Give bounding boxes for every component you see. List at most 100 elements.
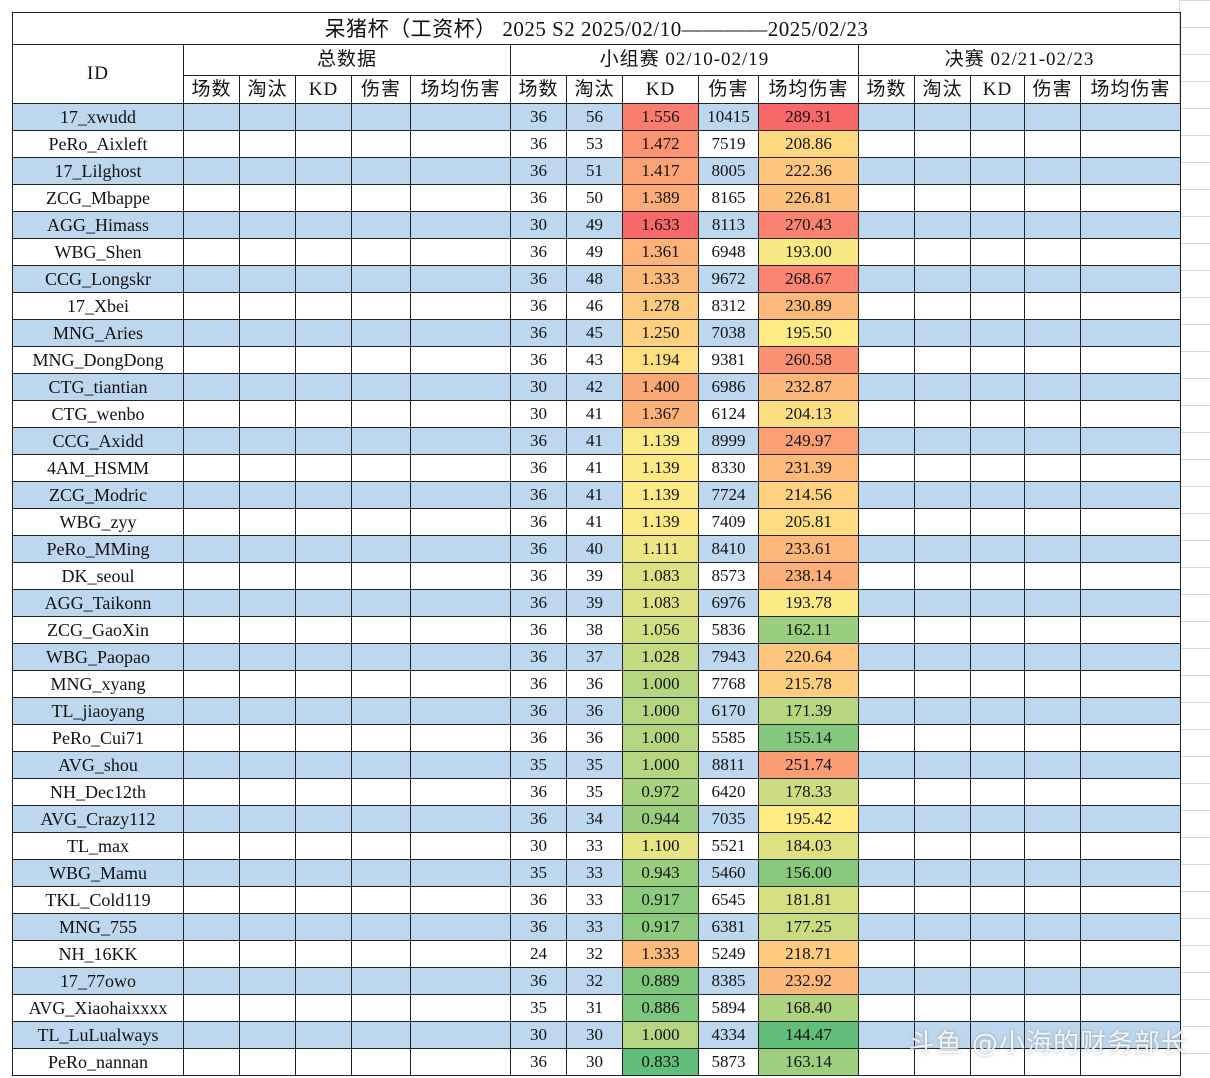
- finals-cell-empty: [970, 697, 1025, 725]
- group-stage-avg-cell: 238.14: [758, 562, 859, 590]
- total-cell-empty: [239, 373, 296, 401]
- finals-cell-empty: [858, 1021, 915, 1049]
- total-cell-empty: [351, 643, 411, 671]
- total-cell-empty: [295, 184, 352, 212]
- player-id-cell: MNG_xyang: [12, 670, 184, 698]
- total-cell-empty: [239, 643, 296, 671]
- group-stage-elims-cell: 51: [566, 157, 623, 185]
- total-cell-empty: [239, 778, 296, 806]
- group-stage-dmg-cell: 8410: [698, 535, 759, 563]
- finals-cell-empty: [1079, 886, 1182, 914]
- finals-cell-empty: [970, 967, 1025, 995]
- group-stage-elims-cell: 50: [566, 184, 623, 212]
- total-cell-empty: [351, 481, 411, 509]
- finals-cell-empty: [970, 616, 1025, 644]
- group-stage-kd-cell: 1.417: [622, 157, 699, 185]
- finals-cell-empty: [914, 373, 971, 401]
- group-stage-kd-cell: 0.917: [622, 913, 699, 941]
- total-cell-empty: [183, 751, 240, 779]
- total-cell-empty: [295, 1048, 352, 1076]
- total-cell-empty: [183, 697, 240, 725]
- finals-cell-empty: [1079, 400, 1182, 428]
- group-stage-elims-cell: 41: [566, 481, 623, 509]
- group-stage-avg-cell: 195.50: [758, 319, 859, 347]
- finals-cell-empty: [970, 292, 1025, 320]
- total-cell-empty: [295, 913, 352, 941]
- player-id-cell: CTG_wenbo: [12, 400, 184, 428]
- group-stage-games-cell: 36: [510, 265, 567, 293]
- total-cell-empty: [183, 967, 240, 995]
- total-cell-empty: [410, 319, 511, 347]
- player-id-cell: WBG_zyy: [12, 508, 184, 536]
- group-stage-kd-cell: 1.000: [622, 751, 699, 779]
- finals-cell-empty: [858, 319, 915, 347]
- group-stage-games-cell: 36: [510, 481, 567, 509]
- group-stage-avg-cell: 193.00: [758, 238, 859, 266]
- finals-cell-empty: [1024, 1021, 1081, 1049]
- finals-cell-empty: [970, 994, 1025, 1022]
- finals-cell-empty: [1079, 373, 1182, 401]
- player-id-cell: MNG_Aries: [12, 319, 184, 347]
- group-stage-avg-cell: 193.78: [758, 589, 859, 617]
- table-row: PeRo_Cui71 36 36 1.000 5585 155.14: [12, 724, 1182, 752]
- group-stage-games-cell: 36: [510, 130, 567, 158]
- total-cell-empty: [351, 130, 411, 158]
- group-stage-kd-cell: 1.361: [622, 238, 699, 266]
- finals-cell-empty: [914, 535, 971, 563]
- group-stage-dmg-cell: 7035: [698, 805, 759, 833]
- group-stage-dmg-cell: 5894: [698, 994, 759, 1022]
- total-cell-empty: [410, 940, 511, 968]
- finals-cell-empty: [1024, 751, 1081, 779]
- group-stage-elims-cell: 36: [566, 670, 623, 698]
- total-cell-empty: [351, 1048, 411, 1076]
- finals-cell-empty: [970, 481, 1025, 509]
- total-cell-empty: [410, 724, 511, 752]
- finals-cell-empty: [1079, 967, 1182, 995]
- finals-cell-empty: [970, 751, 1025, 779]
- group-stage-elims-cell: 41: [566, 454, 623, 482]
- group-stage-avg-cell: 232.87: [758, 373, 859, 401]
- total-cell-empty: [183, 400, 240, 428]
- finals-cell-empty: [1079, 319, 1182, 347]
- group-stage-avg-cell: 231.39: [758, 454, 859, 482]
- player-id-cell: AGG_Taikonn: [12, 589, 184, 617]
- total-cell-empty: [351, 400, 411, 428]
- group-stage-elims-cell: 31: [566, 994, 623, 1022]
- total-cell-empty: [410, 913, 511, 941]
- finals-cell-empty: [914, 940, 971, 968]
- group-stage-avg-cell: 205.81: [758, 508, 859, 536]
- finals-cell-empty: [970, 562, 1025, 590]
- player-id-cell: ZCG_Mbappe: [12, 184, 184, 212]
- group-stage-games-cell: 36: [510, 238, 567, 266]
- total-cell-empty: [351, 724, 411, 752]
- total-cell-empty: [239, 805, 296, 833]
- total-cell-empty: [239, 616, 296, 644]
- table-row: AVG_Xiaohaixxxx 35 31 0.886 5894 168.40: [12, 994, 1182, 1022]
- finals-cell-empty: [858, 562, 915, 590]
- total-cell-empty: [239, 238, 296, 266]
- total-cell-empty: [295, 670, 352, 698]
- finals-cell-empty: [914, 454, 971, 482]
- total-cell-empty: [351, 751, 411, 779]
- group-stage-dmg-cell: 9672: [698, 265, 759, 293]
- finals-cell-empty: [858, 805, 915, 833]
- finals-cell-empty: [1024, 940, 1081, 968]
- table-row: MNG_755 36 33 0.917 6381 177.25: [12, 913, 1182, 941]
- total-cell-empty: [410, 589, 511, 617]
- player-id-cell: AVG_Xiaohaixxxx: [12, 994, 184, 1022]
- group-stage-dmg-cell: 6545: [698, 886, 759, 914]
- finals-cell-empty: [914, 157, 971, 185]
- finals-cell-empty: [970, 238, 1025, 266]
- finals-cell-empty: [858, 616, 915, 644]
- finals-cell-empty: [1079, 697, 1182, 725]
- player-id-cell: PeRo_MMing: [12, 535, 184, 563]
- total-cell-empty: [239, 832, 296, 860]
- total-cell-empty: [183, 373, 240, 401]
- total-cell-empty: [351, 832, 411, 860]
- group-stage-games-cell: 36: [510, 292, 567, 320]
- table-row: 17_Xbei 36 46 1.278 8312 230.89: [12, 292, 1182, 320]
- table-row: WBG_Mamu 35 33 0.943 5460 156.00: [12, 859, 1182, 887]
- group-stage-elims-cell: 32: [566, 967, 623, 995]
- group-stage-games-cell: 35: [510, 994, 567, 1022]
- column-header-avg: 场均伤害: [758, 75, 859, 104]
